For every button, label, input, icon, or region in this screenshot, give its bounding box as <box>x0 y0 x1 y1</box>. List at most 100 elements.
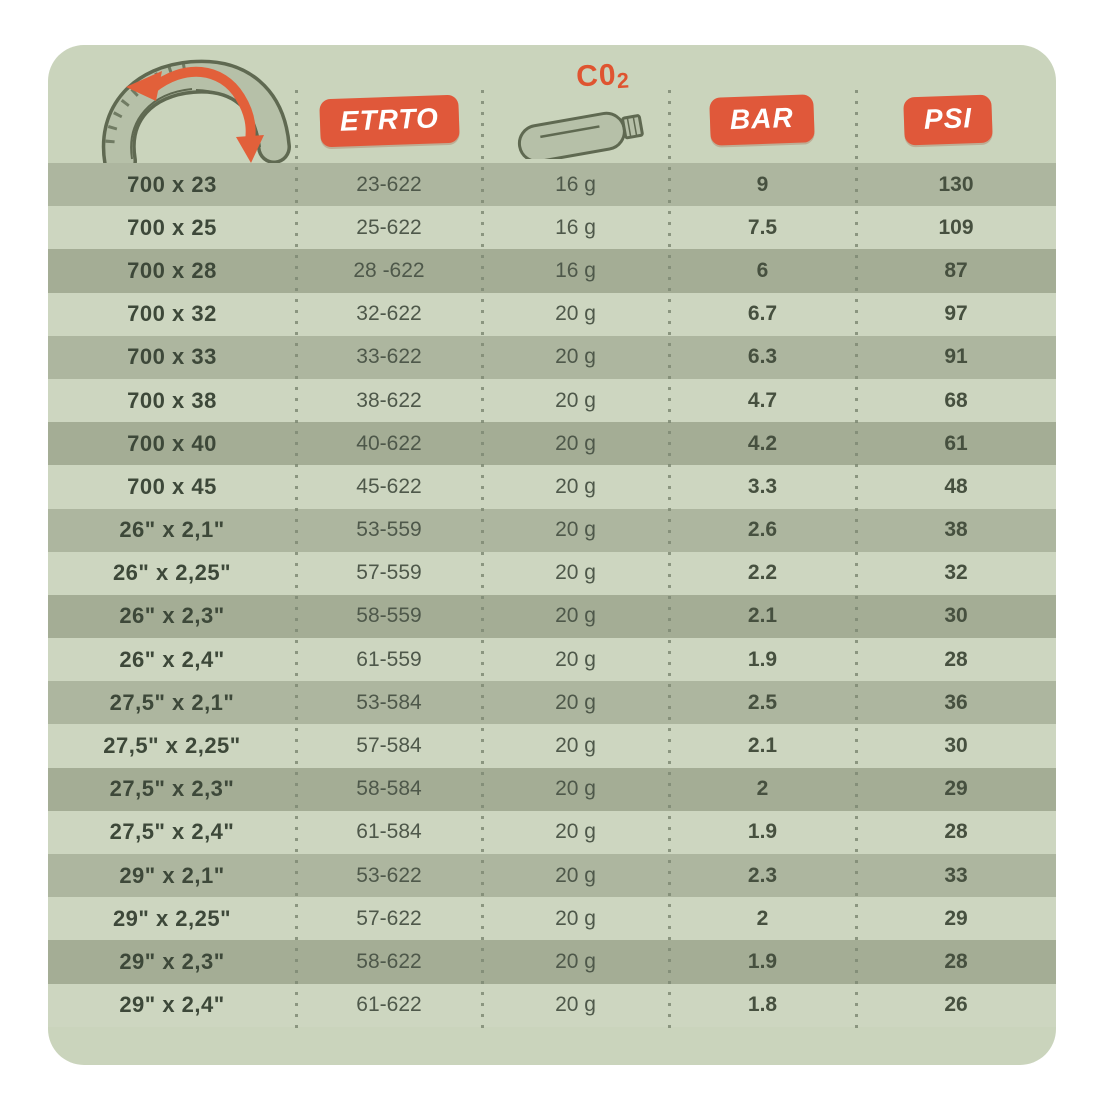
co2-cell: 20 g <box>555 734 596 758</box>
psi-cell: 28 <box>944 949 968 973</box>
co2-cell: 20 g <box>555 993 596 1017</box>
psi-cell: 30 <box>944 604 968 628</box>
etrto-cell: 53-622 <box>356 863 422 887</box>
column-separator-dotted <box>668 90 671 1028</box>
etrto-cell: 58-622 <box>356 949 422 973</box>
co2-cell: 20 g <box>555 906 596 930</box>
co2-cell: 20 g <box>555 431 596 455</box>
co2-cell: 20 g <box>555 863 596 887</box>
tire-size-cell: 700 x 38 <box>127 387 217 413</box>
bar-cell: 1.9 <box>747 820 778 844</box>
co2-cell: 20 g <box>555 820 596 844</box>
table-row: 27,5" x 2,3" 58-584 20 g 2 29 <box>48 767 1056 811</box>
co2-cell: 20 g <box>555 777 596 801</box>
etrto-cell: 57-584 <box>356 734 422 758</box>
co2-cell: 20 g <box>555 518 596 542</box>
bar-cell: 2.3 <box>747 863 778 887</box>
co2-cell: 20 g <box>555 647 596 671</box>
psi-cell: 68 <box>944 388 968 412</box>
psi-cell: 32 <box>944 561 968 585</box>
tire-size-cell: 27,5" x 2,3" <box>109 776 235 802</box>
co2-cell: 20 g <box>555 388 596 412</box>
co2-cell: 20 g <box>555 949 596 973</box>
tire-size-cell: 700 x 28 <box>127 257 217 283</box>
table-row: 26" x 2,1" 53-559 20 g 2.6 38 <box>48 508 1056 552</box>
column-separator-dotted <box>855 90 858 1028</box>
etrto-cell: 58-559 <box>356 604 422 628</box>
psi-cell: 28 <box>944 820 968 844</box>
psi-cell: 97 <box>944 302 968 326</box>
tire-size-cell: 26" x 2,25" <box>112 560 232 586</box>
tire-size-cell: 700 x 25 <box>127 214 217 240</box>
bar-cell: 9 <box>756 172 769 196</box>
table-row: 27,5" x 2,1" 53-584 20 g 2.5 36 <box>48 681 1056 725</box>
etrto-cell: 61-584 <box>356 820 422 844</box>
bar-cell: 3.3 <box>747 474 778 498</box>
table-row: 29" x 2,1" 53-622 20 g 2.3 33 <box>48 854 1056 898</box>
tire-size-cell: 29" x 2,1" <box>119 862 225 888</box>
table-body: 700 x 23 23-622 16 g 9 130 700 x 25 25-622 16 g… <box>48 163 1056 1027</box>
bar-cell: 2.6 <box>747 518 778 542</box>
etrto-cell: 33-622 <box>356 345 422 369</box>
psi-cell: 109 <box>938 215 974 239</box>
etrto-cell: 53-584 <box>356 690 422 714</box>
tire-size-cell: 29" x 2,25" <box>112 905 232 931</box>
table-row: 26" x 2,3" 58-559 20 g 2.1 30 <box>48 594 1056 639</box>
bar-cell: 2 <box>756 777 769 801</box>
psi-cell: 87 <box>944 258 968 282</box>
bar-cell: 1.8 <box>747 993 778 1017</box>
etrto-cell: 32-622 <box>356 302 422 326</box>
table-row: 700 x 38 38-622 20 g 4.7 68 <box>48 378 1056 423</box>
etrto-header-badge: ETRTO <box>319 94 460 148</box>
table-row: 27,5" x 2,4" 61-584 20 g 1.9 28 <box>48 810 1056 854</box>
bar-cell: 1.9 <box>747 647 778 671</box>
psi-cell: 36 <box>944 690 968 714</box>
tire-cross-section-icon <box>90 55 310 178</box>
pressure-table-card: ETRTO C02 BAR PSI 700 x 23 23-622 16 g 9 130… <box>48 45 1056 1065</box>
etrto-cell: 28 -622 <box>353 258 425 282</box>
co2-cell: 20 g <box>555 302 596 326</box>
co2-cell: 20 g <box>555 345 596 369</box>
bar-cell: 4.2 <box>747 431 778 455</box>
tire-size-cell: 26" x 2,1" <box>119 517 225 543</box>
bar-cell: 6.7 <box>747 302 778 326</box>
bar-cell: 2.1 <box>747 734 778 758</box>
psi-cell: 26 <box>944 993 968 1017</box>
psi-cell: 29 <box>944 906 968 930</box>
co2-cartridge-icon <box>510 89 660 163</box>
etrto-cell: 58-584 <box>356 777 422 801</box>
tire-size-cell: 26" x 2,3" <box>119 603 225 629</box>
bar-cell: 7.5 <box>747 215 778 239</box>
tire-size-cell: 27,5" x 2,1" <box>109 689 235 715</box>
table-header: ETRTO C02 BAR PSI <box>48 45 1056 178</box>
bar-cell: 2 <box>756 906 769 930</box>
co2-cell: 20 g <box>555 604 596 628</box>
tire-size-cell: 26" x 2,4" <box>119 646 225 672</box>
bar-cell: 1.9 <box>747 949 778 973</box>
bar-cell: 2.1 <box>747 604 778 628</box>
table-row: 29" x 2,25" 57-622 20 g 2 29 <box>48 897 1056 941</box>
etrto-cell: 23-622 <box>356 172 422 196</box>
etrto-cell: 25-622 <box>356 215 422 239</box>
table-row: 700 x 33 33-622 20 g 6.3 91 <box>48 335 1056 379</box>
tire-size-cell: 700 x 33 <box>127 344 217 370</box>
column-separator-dotted <box>295 90 298 1028</box>
psi-cell: 38 <box>944 518 968 542</box>
etrto-cell: 61-622 <box>356 993 422 1017</box>
psi-cell: 61 <box>944 431 968 455</box>
table-row: 26" x 2,25" 57-559 20 g 2.2 32 <box>48 551 1056 595</box>
etrto-cell: 57-559 <box>356 561 422 585</box>
psi-cell: 91 <box>944 345 968 369</box>
psi-header-badge: PSI <box>903 94 993 146</box>
tire-size-cell: 27,5" x 2,4" <box>109 819 235 845</box>
psi-cell: 30 <box>944 734 968 758</box>
etrto-cell: 38-622 <box>356 388 422 412</box>
co2-cell: 16 g <box>555 258 596 282</box>
table-row: 29" x 2,4" 61-622 20 g 1.8 26 <box>48 983 1056 1027</box>
etrto-cell: 61-559 <box>356 647 422 671</box>
table-row: 700 x 40 40-622 20 g 4.2 61 <box>48 422 1056 466</box>
etrto-cell: 40-622 <box>356 431 422 455</box>
table-row: 700 x 28 28 -622 16 g 6 87 <box>48 249 1056 293</box>
tire-size-cell: 29" x 2,4" <box>119 992 225 1018</box>
bar-cell: 2.5 <box>747 690 778 714</box>
